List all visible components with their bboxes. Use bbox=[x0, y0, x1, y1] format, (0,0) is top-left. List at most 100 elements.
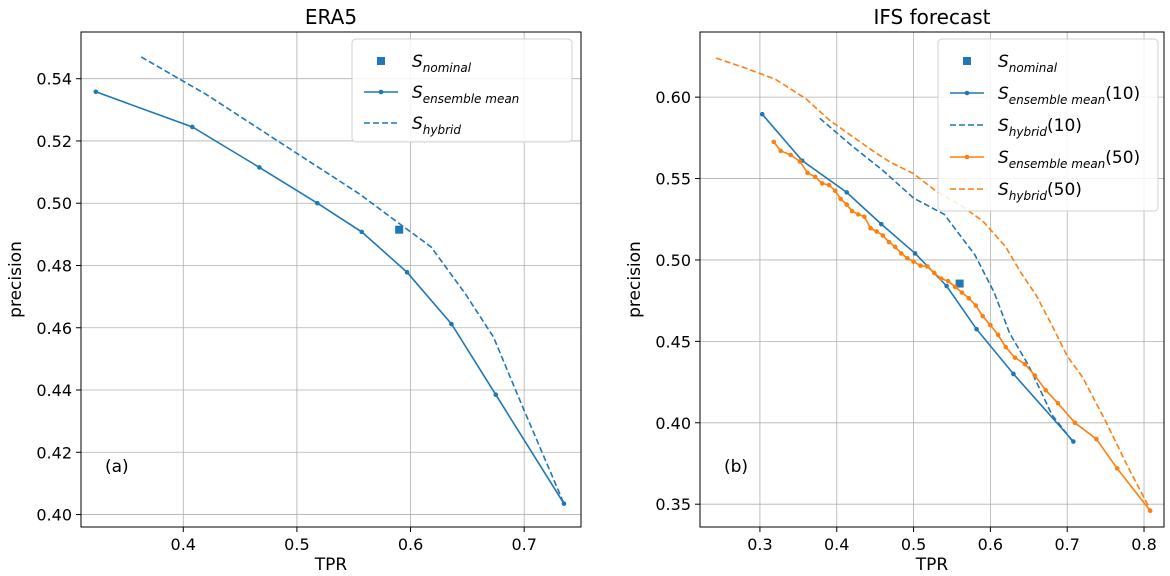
series-point-ensemble_mean_10 bbox=[944, 283, 949, 289]
series-point-ensemble_mean_50 bbox=[995, 332, 1001, 338]
series-point-ensemble_mean_50 bbox=[771, 139, 777, 145]
y-tick-label: 0.55 bbox=[655, 170, 691, 189]
y-axis-label: precision bbox=[6, 241, 26, 318]
x-tick-label: 0.4 bbox=[171, 535, 196, 554]
y-tick-label: 0.46 bbox=[36, 319, 72, 338]
series-point-ensemble_mean_50 bbox=[966, 295, 972, 301]
legend-label-hybrid: Shybrid bbox=[412, 114, 461, 137]
plot-area bbox=[715, 57, 1153, 514]
series-point-ensemble_mean bbox=[404, 270, 410, 275]
series-point-ensemble_mean_50 bbox=[880, 233, 886, 238]
x-tick-label: 0.6 bbox=[398, 535, 423, 554]
series-point-ensemble_mean_10 bbox=[1011, 371, 1016, 377]
series-point-ensemble_mean_10 bbox=[912, 251, 918, 256]
legend-label-base: S bbox=[998, 148, 1009, 168]
series-point-ensemble_mean_50 bbox=[844, 202, 850, 207]
legend-label-nominal: Snominal bbox=[998, 52, 1058, 75]
series-point-ensemble_mean_50 bbox=[805, 170, 810, 176]
x-tick-label: 0.5 bbox=[901, 535, 926, 554]
series-point-ensemble_mean_50 bbox=[952, 284, 958, 290]
y-tick-label: 0.42 bbox=[36, 443, 72, 462]
series-point-ensemble_mean_50 bbox=[932, 270, 937, 276]
legend-label-ensemble_mean_50: Sensemble mean(50) bbox=[998, 148, 1140, 171]
series-point-ensemble_mean bbox=[493, 392, 499, 397]
legend-label-suffix: (10) bbox=[1047, 116, 1082, 136]
legend-label-ensemble_mean_10: Sensemble mean(10) bbox=[998, 84, 1140, 107]
legend-label-base: S bbox=[998, 116, 1009, 136]
legend-label-suffix: (50) bbox=[1047, 180, 1082, 200]
legend-label-base: S bbox=[998, 84, 1009, 104]
legend-label-base: S bbox=[998, 180, 1009, 200]
y-axis-label: precision bbox=[625, 241, 645, 318]
legend-label-hybrid_50: Shybrid(50) bbox=[998, 180, 1082, 203]
y-tick-label: 0.44 bbox=[36, 381, 72, 400]
series-point-ensemble_mean_50 bbox=[819, 181, 825, 186]
series-point-ensemble_mean_50 bbox=[988, 322, 993, 328]
series-point-ensemble_mean_50 bbox=[980, 313, 986, 319]
x-tick-label: 0.5 bbox=[284, 535, 309, 554]
series-point-ensemble_mean_50 bbox=[886, 239, 892, 245]
series-point-ensemble_mean_50 bbox=[832, 188, 838, 194]
panel-label: (a) bbox=[105, 457, 129, 477]
series-point-ensemble_mean_50 bbox=[788, 152, 793, 158]
x-tick-label: 0.7 bbox=[511, 535, 536, 554]
y-tick-label: 0.35 bbox=[655, 495, 691, 514]
series-point-ensemble_mean_50 bbox=[1114, 466, 1120, 471]
y-tick-label: 0.48 bbox=[36, 256, 72, 275]
series-point-ensemble_mean bbox=[93, 89, 99, 95]
series-point-ensemble_mean_10 bbox=[844, 190, 850, 195]
nominal-point bbox=[395, 225, 404, 234]
legend-label-subscript: hybrid bbox=[1009, 189, 1048, 203]
series-point-ensemble_mean_50 bbox=[925, 264, 930, 269]
x-axis-label: TPR bbox=[915, 555, 949, 572]
series-point-ensemble_mean_10 bbox=[759, 111, 765, 117]
series-point-ensemble_mean_50 bbox=[945, 278, 951, 284]
chart-panel-0: 0.4 0.5 0.6 0.7 0.40 0.42 0.44 0.46 0.48 0.50 0.52… bbox=[6, 5, 582, 575]
series-point-ensemble_mean_50 bbox=[959, 290, 965, 295]
x-tick-label: 0.3 bbox=[747, 535, 772, 554]
plot-area bbox=[93, 56, 567, 506]
series-point-ensemble_mean_50 bbox=[898, 251, 904, 256]
series-point-ensemble_mean_50 bbox=[797, 159, 803, 164]
legend-label-subscript: nominal bbox=[1009, 61, 1058, 75]
y-tick-label: 0.50 bbox=[655, 251, 691, 270]
legend-handle-dot bbox=[378, 89, 384, 95]
series-line-hybrid_10 bbox=[819, 117, 1075, 443]
nominal-point bbox=[955, 279, 964, 288]
legend-label-nominal: Snominal bbox=[412, 52, 472, 75]
series-point-ensemble_mean_50 bbox=[1032, 373, 1038, 378]
series-point-ensemble_mean bbox=[190, 124, 195, 130]
series-point-ensemble_mean_50 bbox=[905, 256, 910, 261]
series-point-ensemble_mean_50 bbox=[1055, 400, 1061, 406]
series-point-ensemble_mean_50 bbox=[812, 174, 818, 180]
legend-label-subscript: hybrid bbox=[423, 123, 462, 137]
series-point-ensemble_mean_10 bbox=[974, 326, 979, 332]
legend-label-subscript: ensemble mean bbox=[423, 92, 520, 106]
series-point-ensemble_mean_50 bbox=[1022, 361, 1028, 367]
legend-box bbox=[351, 38, 573, 143]
series-point-ensemble_mean_50 bbox=[778, 148, 783, 154]
series-point-ensemble_mean_50 bbox=[918, 263, 923, 268]
legend-label-base: S bbox=[998, 52, 1009, 72]
y-tick-label: 0.52 bbox=[36, 132, 72, 151]
series-point-ensemble_mean bbox=[257, 165, 262, 170]
y-tick-label: 0.50 bbox=[36, 194, 72, 213]
legend-handle-nominal bbox=[377, 57, 385, 65]
legend-box bbox=[937, 38, 1159, 212]
series-line-hybrid bbox=[140, 56, 565, 505]
series-point-ensemble_mean_50 bbox=[874, 229, 879, 234]
series-point-ensemble_mean_10 bbox=[878, 221, 884, 227]
series-line-hybrid_50 bbox=[715, 57, 1153, 513]
legend-handle-dot bbox=[964, 154, 970, 160]
series-point-ensemble_mean_50 bbox=[826, 182, 832, 188]
series-point-ensemble_mean_50 bbox=[862, 214, 867, 220]
series-point-ensemble_mean_50 bbox=[868, 225, 873, 231]
x-tick-label: 0.8 bbox=[1131, 535, 1156, 554]
series-point-ensemble_mean_50 bbox=[892, 244, 898, 250]
legend-label-suffix: (50) bbox=[1105, 148, 1140, 168]
y-tick-label: 0.60 bbox=[655, 88, 691, 107]
axes-frame bbox=[699, 31, 1165, 528]
